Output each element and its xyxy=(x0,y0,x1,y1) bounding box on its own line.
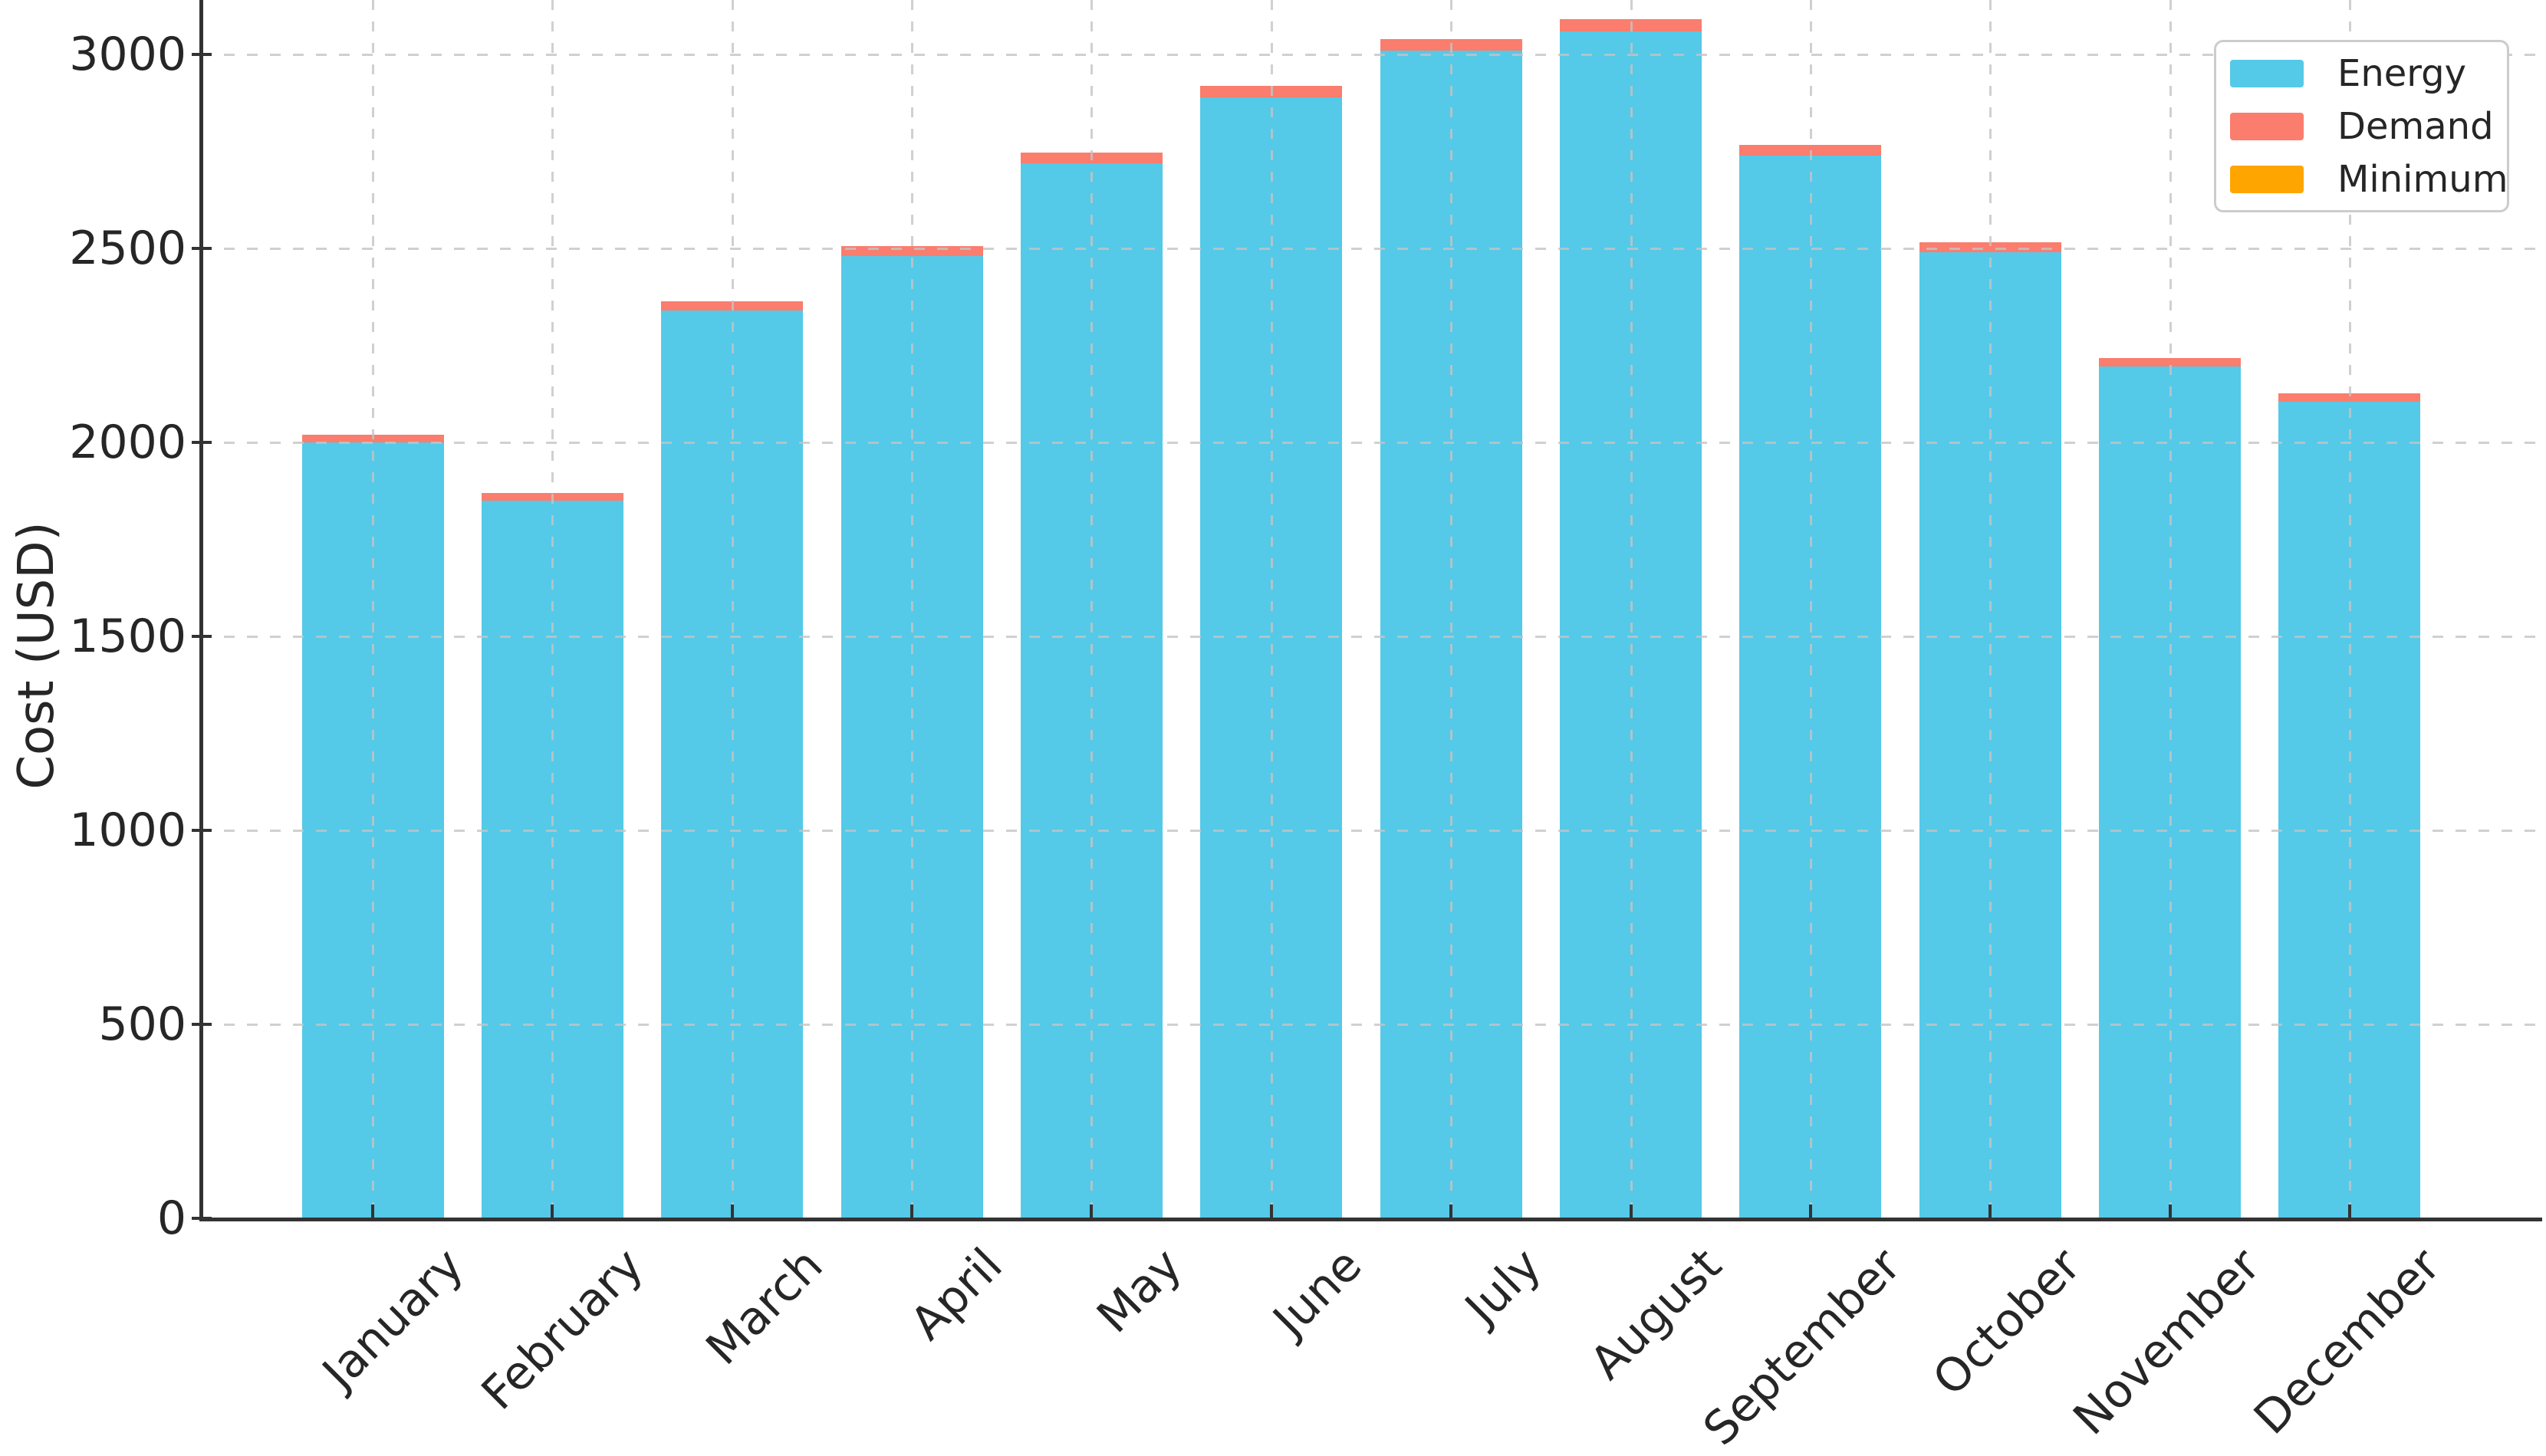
x-tick-label-june: June xyxy=(1263,1238,1373,1347)
h-gridline xyxy=(201,248,2542,250)
x-tick-mark xyxy=(1629,1205,1633,1221)
y-axis-spine xyxy=(199,0,203,1221)
x-tick-mark xyxy=(910,1205,914,1221)
x-tick-mark xyxy=(1808,1205,1812,1221)
v-gridline xyxy=(731,0,734,1218)
x-tick-label-may: May xyxy=(1087,1238,1192,1344)
x-tick-label-april: April xyxy=(900,1238,1013,1351)
x-tick-mark xyxy=(1988,1205,1992,1221)
h-gridline xyxy=(201,1024,2542,1026)
x-tick-mark xyxy=(1090,1205,1094,1221)
y-tick-mark xyxy=(192,53,212,56)
x-tick-label-july: July xyxy=(1455,1238,1552,1335)
x-tick-label-january: January xyxy=(312,1238,474,1400)
h-gridline xyxy=(201,442,2542,444)
legend-label-minimum: Minimum xyxy=(2337,157,2508,201)
v-gridline xyxy=(1989,0,1992,1218)
x-tick-label-november: November xyxy=(2063,1238,2271,1446)
x-tick-label-august: August xyxy=(1580,1238,1732,1390)
v-gridline xyxy=(1090,0,1094,1218)
y-tick-mark xyxy=(192,829,212,832)
x-tick-mark xyxy=(730,1205,734,1221)
y-tick-mark xyxy=(192,247,212,250)
v-gridline xyxy=(2169,0,2172,1218)
x-tick-label-february: February xyxy=(471,1238,653,1421)
v-gridline xyxy=(1450,0,1453,1218)
v-gridline xyxy=(2348,0,2351,1218)
x-tick-mark xyxy=(371,1205,374,1221)
legend-swatch-demand xyxy=(2230,112,2304,140)
legend: Energy Demand Minimum xyxy=(2214,40,2509,212)
v-gridline xyxy=(372,0,374,1218)
x-tick-mark xyxy=(2168,1205,2172,1221)
y-tick-mark xyxy=(192,1217,212,1220)
y-tick-mark xyxy=(192,1023,212,1026)
y-tick-label: 1000 xyxy=(69,804,186,857)
y-tick-label: 1500 xyxy=(69,610,186,663)
x-tick-label-march: March xyxy=(696,1238,834,1375)
x-axis-spine xyxy=(199,1218,2542,1221)
y-tick-label: 2000 xyxy=(69,416,186,469)
h-gridline xyxy=(201,830,2542,832)
y-tick-label: 500 xyxy=(98,998,186,1051)
x-tick-mark xyxy=(1449,1205,1453,1221)
x-tick-mark xyxy=(551,1205,554,1221)
h-gridline xyxy=(201,54,2542,56)
y-tick-mark xyxy=(192,441,212,444)
y-tick-label: 2500 xyxy=(69,222,186,275)
x-tick-mark xyxy=(2347,1205,2351,1221)
v-gridline xyxy=(911,0,914,1218)
legend-swatch-energy xyxy=(2230,59,2304,87)
y-tick-label: 3000 xyxy=(69,28,186,81)
legend-item-energy: Energy xyxy=(2216,54,2507,94)
y-tick-mark xyxy=(192,635,212,638)
x-tick-label-december: December xyxy=(2243,1238,2451,1445)
v-gridline xyxy=(551,0,554,1218)
legend-label-energy: Energy xyxy=(2337,51,2467,95)
legend-item-minimum: Minimum xyxy=(2216,157,2508,201)
v-gridline xyxy=(1270,0,1273,1218)
x-tick-mark xyxy=(1269,1205,1273,1221)
x-tick-label-october: October xyxy=(1923,1238,2091,1407)
h-gridline xyxy=(201,636,2542,638)
v-gridline xyxy=(1630,0,1633,1218)
legend-label-demand: Demand xyxy=(2337,104,2494,148)
legend-item-demand: Demand xyxy=(2216,107,2507,146)
y-tick-label: 0 xyxy=(156,1191,186,1245)
v-gridline xyxy=(1809,0,1812,1218)
legend-swatch-minimum xyxy=(2230,165,2304,193)
